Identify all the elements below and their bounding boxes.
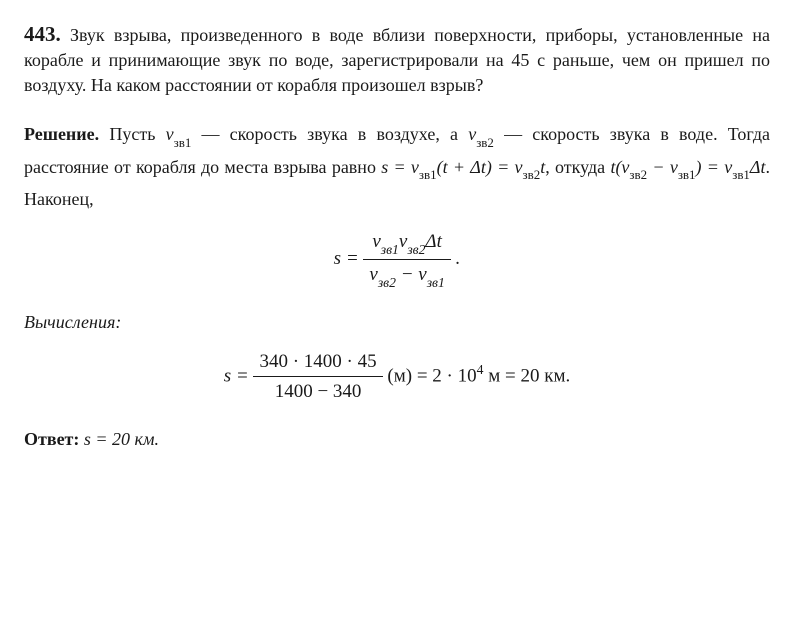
calc-fraction: 340 · 1400 · 45 1400 − 340 (253, 349, 382, 405)
den-sub1: зв1 (427, 275, 445, 290)
solution-text-d: , откуда (545, 157, 610, 177)
fraction-main: vзв1vзв2Δt vзв2 − vзв1 (363, 229, 450, 291)
answer-text: s = 20 км. (79, 429, 159, 449)
den-sub2: зв2 (378, 275, 396, 290)
eq-t-b: − v (647, 157, 678, 177)
calc-rest: м = 20 км. (483, 365, 570, 386)
sub-v2: зв2 (476, 135, 494, 150)
eq-s-part2: (t + Δt) = v (437, 157, 523, 177)
problem-text: Звук взрыва, произведенного в воде вблиз… (24, 25, 770, 95)
main-formula: s = vзв1vзв2Δt vзв2 − vзв1 . (24, 229, 770, 291)
answer-block: Ответ: s = 20 км. (24, 427, 770, 451)
var-v2: v (468, 124, 476, 144)
calc-lhs: s = (224, 365, 254, 386)
fraction-numerator: vзв1vзв2Δt (363, 229, 450, 260)
eq-t-sub2: зв1 (678, 167, 696, 182)
answer-label: Ответ: (24, 429, 79, 449)
solution-label: Решение. (24, 124, 99, 144)
calc-formula: s = 340 · 1400 · 45 1400 − 340 (м) = 2 ·… (24, 349, 770, 405)
calc-unit: (м) = 2 · 10 (387, 365, 476, 386)
eq-t-sub3: зв1 (732, 167, 750, 182)
num-sub2: зв2 (407, 242, 425, 257)
eq-s-sub2: зв2 (523, 167, 541, 182)
num-dt: Δt (425, 231, 441, 252)
eq-t-d: Δt (750, 157, 766, 177)
eq-t-a: t(v (610, 157, 629, 177)
fraction-denominator: vзв2 − vзв1 (363, 260, 450, 290)
var-v1: v (166, 124, 174, 144)
eq-t-sub1: зв2 (629, 167, 647, 182)
calc-numerator: 340 · 1400 · 45 (253, 349, 382, 378)
den-minus: − v (396, 264, 427, 285)
formula-lhs: s = (334, 248, 364, 269)
calc-heading: Вычисления: (24, 310, 770, 334)
eq-s-part1: s = v (381, 157, 419, 177)
formula-dot: . (456, 248, 461, 269)
sub-v1: зв1 (174, 135, 192, 150)
eq-t-c: ) = v (696, 157, 733, 177)
problem-number: 443. (24, 22, 61, 46)
num-v1: v (372, 231, 380, 252)
solution-text-b: — скорость звука в воздухе, а (191, 124, 468, 144)
solution-text-a: Пусть (109, 124, 165, 144)
den-v2: v (369, 264, 377, 285)
eq-s-sub1: зв1 (419, 167, 437, 182)
num-sub1: зв1 (381, 242, 399, 257)
problem-statement: 443. Звук взрыва, произведенного в воде … (24, 20, 770, 97)
calc-denominator: 1400 − 340 (253, 377, 382, 405)
solution-block: Решение. Пусть vзв1 — скорость звука в в… (24, 119, 770, 215)
